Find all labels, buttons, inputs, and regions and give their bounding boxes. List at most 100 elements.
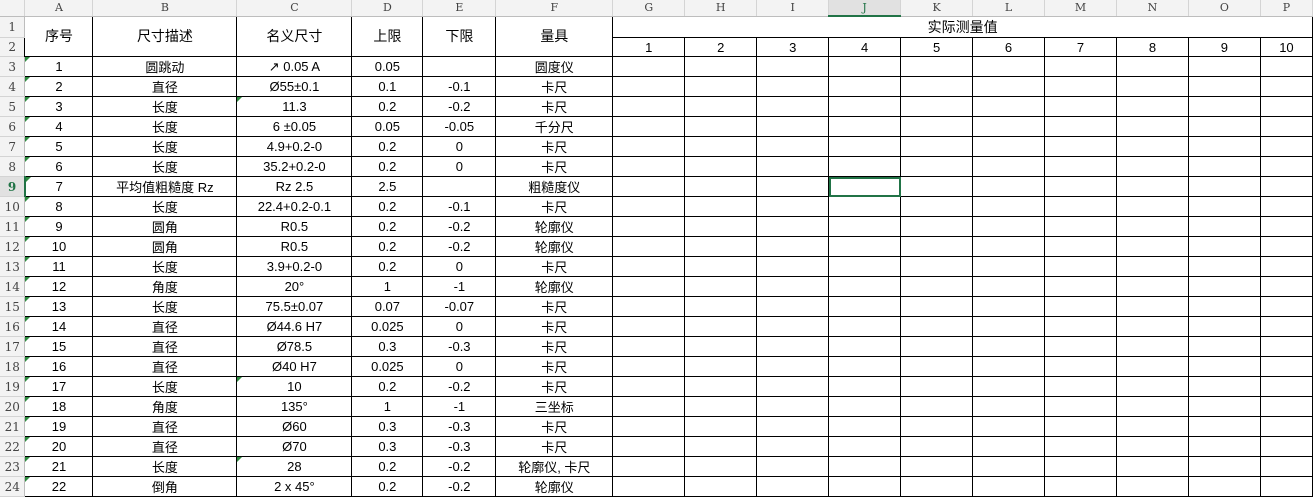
measurement-cell[interactable] <box>828 336 902 357</box>
measurement-cell[interactable] <box>612 416 686 437</box>
measurement-cell[interactable] <box>1187 396 1261 417</box>
cell-upper[interactable]: 0.3 <box>351 336 424 357</box>
measurement-cell[interactable] <box>684 316 758 337</box>
cell-nominal[interactable]: R0.5 <box>236 216 353 237</box>
measurement-cell[interactable] <box>972 216 1046 237</box>
measurement-cell[interactable] <box>828 356 902 377</box>
measurement-cell[interactable] <box>684 196 758 217</box>
cell-desc[interactable]: 圆角 <box>92 236 238 257</box>
cell-gauge[interactable]: 卡尺 <box>495 376 614 397</box>
column-header-k[interactable]: K <box>900 0 974 17</box>
measurement-cell[interactable] <box>828 256 902 277</box>
column-header-i[interactable]: I <box>756 0 830 17</box>
cell-nominal[interactable]: 75.5±0.07 <box>236 296 353 317</box>
measurement-cell[interactable] <box>828 176 902 197</box>
measurement-cell[interactable] <box>1044 256 1117 277</box>
cell-lower[interactable]: -0.2 <box>422 476 497 497</box>
measurement-cell[interactable] <box>1187 196 1261 217</box>
measurement-cell[interactable] <box>684 356 758 377</box>
measurement-cell[interactable] <box>1187 276 1261 297</box>
measurement-cell[interactable] <box>900 216 974 237</box>
cell-desc[interactable]: 倒角 <box>92 476 238 497</box>
measurement-cell[interactable] <box>756 136 830 157</box>
measurement-cell[interactable] <box>612 436 686 457</box>
measurement-cell[interactable] <box>1259 176 1313 197</box>
measurement-cell[interactable] <box>1044 416 1117 437</box>
cell-upper[interactable]: 0.2 <box>351 236 424 257</box>
measurement-cell[interactable] <box>828 456 902 477</box>
measurement-cell[interactable] <box>1259 96 1313 117</box>
measurement-cell[interactable] <box>900 196 974 217</box>
measurement-cell[interactable] <box>756 356 830 377</box>
measurement-cell[interactable] <box>900 416 974 437</box>
measurement-cell[interactable] <box>828 76 902 97</box>
row-header[interactable]: 4 <box>0 76 26 97</box>
measurement-cell[interactable] <box>1115 396 1189 417</box>
row-header[interactable]: 23 <box>0 456 26 477</box>
cell-nominal[interactable]: 35.2+0.2-0 <box>236 156 353 177</box>
measurement-column-10[interactable]: 10 <box>1259 37 1313 57</box>
measurement-cell[interactable] <box>1115 376 1189 397</box>
cell-desc[interactable]: 长度 <box>92 456 238 477</box>
cell-lower[interactable]: -0.2 <box>422 216 497 237</box>
measurement-cell[interactable] <box>1187 156 1261 177</box>
column-header-h[interactable]: H <box>684 0 758 17</box>
measurement-cell[interactable] <box>612 296 686 317</box>
cell-lower[interactable]: 0 <box>422 256 497 277</box>
cell-desc[interactable]: 直径 <box>92 356 238 377</box>
cell-lower[interactable]: 0 <box>422 156 497 177</box>
row-header[interactable]: 12 <box>0 236 26 257</box>
measurement-cell[interactable] <box>972 436 1046 457</box>
cell-nominal[interactable]: 28 <box>236 456 353 477</box>
measurement-cell[interactable] <box>1259 156 1313 177</box>
measurement-cell[interactable] <box>756 476 830 497</box>
row-header[interactable]: 8 <box>0 156 26 177</box>
measurement-cell[interactable] <box>684 376 758 397</box>
measurement-cell[interactable] <box>900 396 974 417</box>
cell-upper[interactable]: 1 <box>351 396 424 417</box>
measurement-cell[interactable] <box>828 116 902 137</box>
measurement-cell[interactable] <box>828 316 902 337</box>
row-header[interactable]: 16 <box>0 316 26 337</box>
measurement-cell[interactable] <box>684 176 758 197</box>
measurement-cell[interactable] <box>900 56 974 77</box>
cell-upper[interactable]: 0.2 <box>351 376 424 397</box>
measurement-cell[interactable] <box>1259 116 1313 137</box>
measurement-cell[interactable] <box>828 96 902 117</box>
measurement-cell[interactable] <box>972 416 1046 437</box>
measurement-cell[interactable] <box>828 136 902 157</box>
measurement-cell[interactable] <box>612 276 686 297</box>
measurement-cell[interactable] <box>1115 196 1189 217</box>
cell-desc[interactable]: 直径 <box>92 336 238 357</box>
measurement-cell[interactable] <box>1044 156 1117 177</box>
cell-upper[interactable]: 0.3 <box>351 416 424 437</box>
cell-no[interactable]: 2 <box>24 76 94 97</box>
measurement-cell[interactable] <box>828 216 902 237</box>
row-header[interactable]: 11 <box>0 216 26 237</box>
cell-no[interactable]: 20 <box>24 436 94 457</box>
measurement-cell[interactable] <box>972 236 1046 257</box>
measurement-cell[interactable] <box>900 136 974 157</box>
cell-gauge[interactable]: 轮廓仪 <box>495 276 614 297</box>
measurement-cell[interactable] <box>1115 256 1189 277</box>
cell-upper[interactable]: 0.2 <box>351 216 424 237</box>
cell-gauge[interactable]: 卡尺 <box>495 356 614 377</box>
column-header-j[interactable]: J <box>828 0 902 17</box>
row-header[interactable]: 19 <box>0 376 26 397</box>
measurement-cell[interactable] <box>828 196 902 217</box>
measurement-cell[interactable] <box>900 476 974 497</box>
measurement-cell[interactable] <box>612 476 686 497</box>
cell-upper[interactable]: 0.2 <box>351 156 424 177</box>
cell-desc[interactable]: 长度 <box>92 296 238 317</box>
cell-gauge[interactable]: 卡尺 <box>495 436 614 457</box>
cell-nominal[interactable]: 10 <box>236 376 353 397</box>
measurement-cell[interactable] <box>1044 96 1117 117</box>
measurement-cell[interactable] <box>1187 456 1261 477</box>
measurement-cell[interactable] <box>612 356 686 377</box>
measurement-cell[interactable] <box>828 396 902 417</box>
cell-nominal[interactable]: R0.5 <box>236 236 353 257</box>
measurement-cell[interactable] <box>900 316 974 337</box>
cell-gauge[interactable]: 千分尺 <box>495 116 614 137</box>
measurement-cell[interactable] <box>900 436 974 457</box>
measurement-cell[interactable] <box>972 396 1046 417</box>
